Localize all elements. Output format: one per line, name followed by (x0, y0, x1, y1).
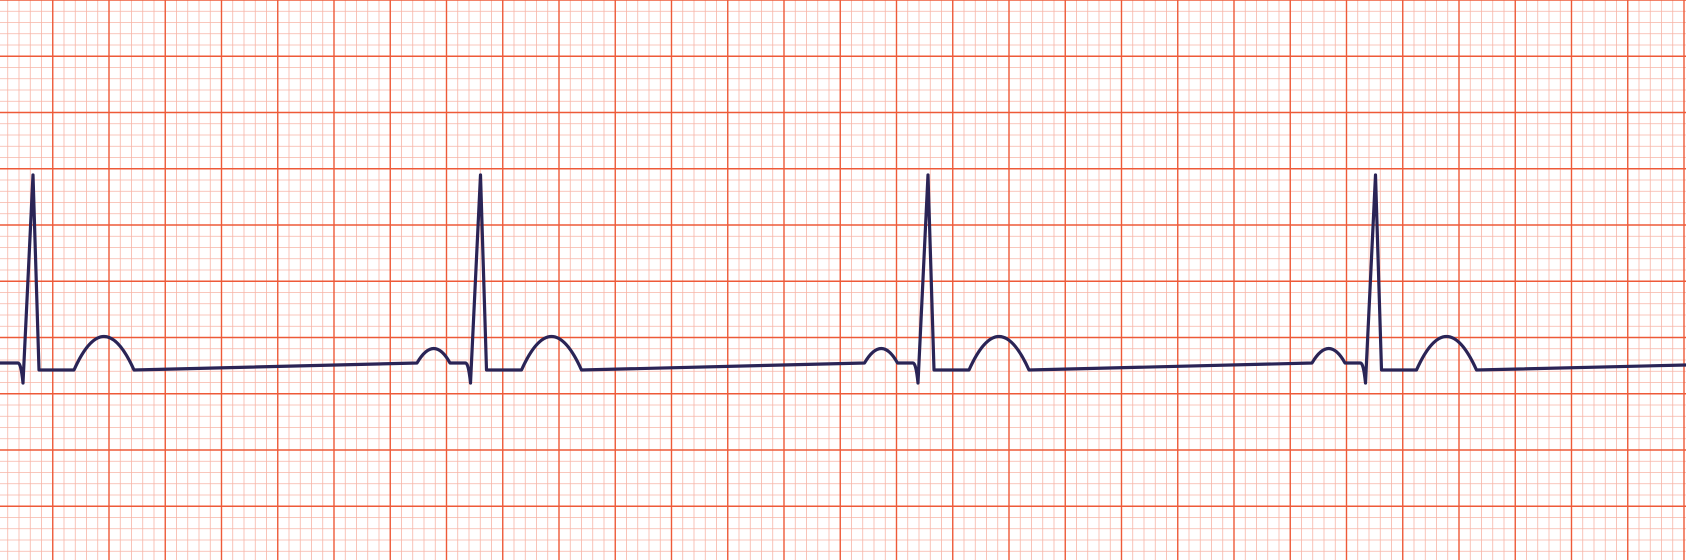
ecg-trace (0, 173, 1686, 385)
